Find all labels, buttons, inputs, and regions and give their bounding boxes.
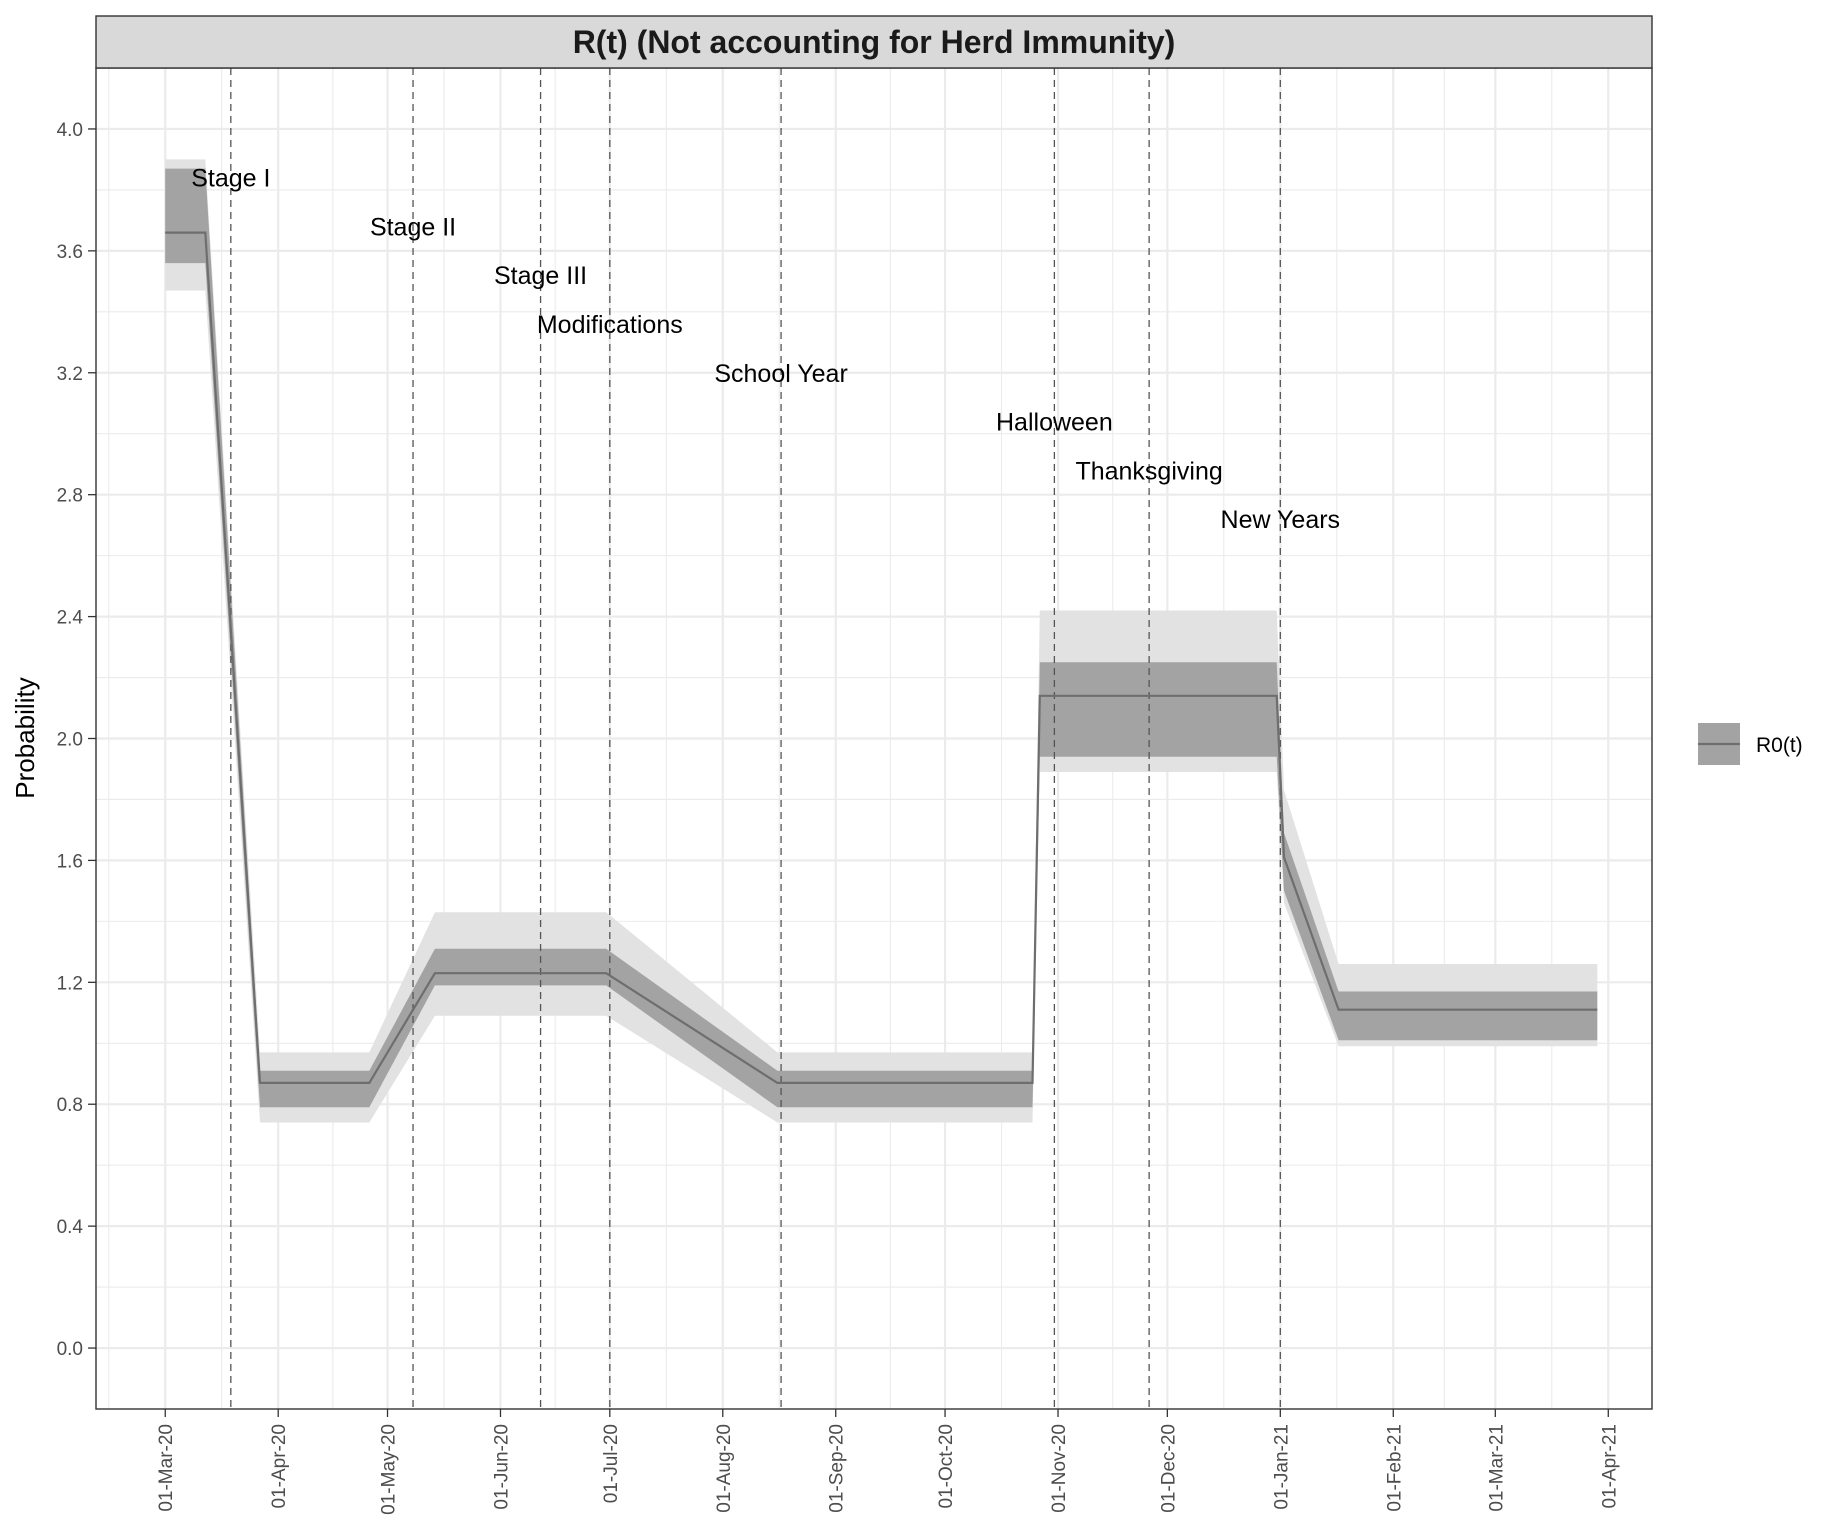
event-label: Stage III bbox=[494, 262, 587, 290]
chart-title: R(t) (Not accounting for Herd Immunity) bbox=[573, 24, 1176, 60]
title-strip bbox=[95, 15, 1653, 69]
x-tick-label: 01-Jan-21 bbox=[1271, 1424, 1292, 1510]
y-tick-label: 4.0 bbox=[57, 120, 83, 141]
event-label: New Years bbox=[1221, 506, 1341, 534]
series-line-r0t bbox=[165, 231, 1598, 1085]
y-axis-title: Probability bbox=[10, 677, 40, 798]
grid-layer bbox=[96, 68, 1652, 1410]
y-tick-label: 3.6 bbox=[57, 242, 83, 263]
legend-label-r0t: R0(t) bbox=[1756, 734, 1803, 757]
x-tick-label: 01-Aug-20 bbox=[714, 1424, 735, 1513]
y-tick-label: 3.2 bbox=[57, 364, 83, 385]
y-tick-label: 2.0 bbox=[57, 730, 83, 751]
x-tick-label: 01-Sep-20 bbox=[827, 1424, 848, 1513]
y-tick-label: 0.0 bbox=[57, 1339, 83, 1360]
x-tick-label: 01-Mar-20 bbox=[156, 1424, 177, 1512]
x-tick-label: 01-Nov-20 bbox=[1049, 1424, 1070, 1513]
y-axis: 0.0 0.4 0.8 1.2 1.6 2.0 2.4 2.8 3.2 3.6 4.0 bbox=[57, 120, 96, 1360]
y-tick-label: 1.2 bbox=[57, 973, 83, 994]
x-tick-label: 01-Apr-20 bbox=[269, 1424, 290, 1509]
x-tick-label: 01-May-20 bbox=[379, 1424, 400, 1515]
x-axis: 01-Mar-20 01-Apr-20 01-May-20 01-Jun-20 01-J… bbox=[156, 1409, 1620, 1515]
x-tick-label: 01-Jul-20 bbox=[601, 1424, 622, 1503]
legend: R0(t) bbox=[1698, 723, 1803, 765]
event-labels: Stage I Stage II Stage III Modifications Sch… bbox=[191, 165, 1340, 534]
event-label: Stage II bbox=[370, 213, 456, 241]
x-tick-label: 01-Apr-21 bbox=[1599, 1424, 1620, 1509]
y-tick-label: 0.4 bbox=[57, 1217, 84, 1238]
x-tick-label: 01-Dec-20 bbox=[1158, 1424, 1179, 1513]
event-label: Stage I bbox=[191, 165, 270, 193]
y-tick-label: 2.4 bbox=[57, 608, 84, 629]
event-label: Halloween bbox=[996, 409, 1113, 437]
event-label: Thanksgiving bbox=[1075, 457, 1222, 485]
x-tick-label: 01-Jun-20 bbox=[492, 1424, 513, 1510]
y-tick-label: 2.8 bbox=[57, 486, 83, 507]
x-tick-label: 01-Oct-20 bbox=[936, 1424, 957, 1508]
event-lines bbox=[230, 68, 1281, 1409]
band-layer bbox=[165, 159, 1598, 1123]
x-tick-label: 01-Mar-21 bbox=[1486, 1424, 1507, 1512]
y-tick-label: 0.8 bbox=[57, 1095, 83, 1116]
inner-interval-band bbox=[165, 168, 1598, 1108]
series-line-layer bbox=[165, 231, 1598, 1085]
x-tick-label: 01-Feb-21 bbox=[1384, 1424, 1405, 1512]
y-tick-label: 1.6 bbox=[57, 851, 83, 872]
event-label: School Year bbox=[714, 360, 847, 388]
event-label: Modifications bbox=[537, 311, 683, 339]
